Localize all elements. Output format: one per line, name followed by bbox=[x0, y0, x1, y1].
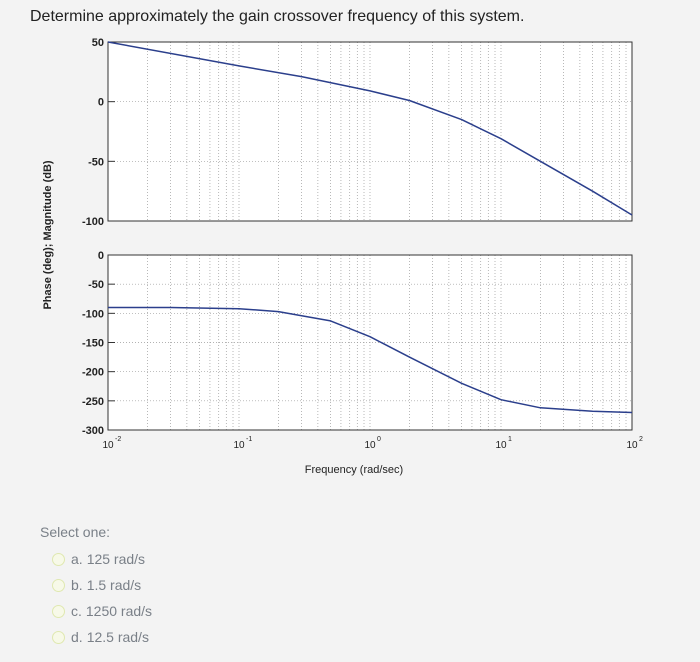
y-tick-label: -150 bbox=[82, 338, 104, 350]
y-tick-label: 50 bbox=[92, 37, 104, 49]
phase-panel: 0 -50 -100 -150 -200 -250 -300 bbox=[82, 250, 633, 437]
option-b-text: 1.5 rad/s bbox=[86, 577, 142, 593]
y-tick-label: -200 bbox=[82, 367, 104, 379]
option-c[interactable]: c. 1250 rad/s bbox=[40, 598, 152, 624]
option-c-letter: c. bbox=[71, 603, 82, 619]
x-tick-exponent: 0 bbox=[377, 436, 381, 443]
option-d-radio[interactable] bbox=[52, 630, 65, 644]
x-tick-exponent: -2 bbox=[115, 436, 121, 443]
select-one-label: Select one: bbox=[40, 524, 111, 540]
x-tick-label: 10 bbox=[626, 440, 638, 451]
y-tick-label: 0 bbox=[98, 97, 104, 109]
option-d-letter: d. bbox=[71, 629, 83, 645]
y-tick-label: -50 bbox=[88, 279, 104, 291]
phase-curve bbox=[108, 306, 633, 414]
option-d-text: 12.5 rad/s bbox=[86, 629, 149, 645]
x-tick-label: 10 bbox=[495, 440, 507, 451]
option-a-letter: a. bbox=[71, 551, 83, 567]
magnitude-frame bbox=[107, 41, 633, 222]
phase-frame bbox=[107, 254, 633, 431]
y-tick-label: -300 bbox=[82, 425, 104, 437]
magnitude-plot-area bbox=[108, 42, 632, 221]
question-text: Determine approximately the gain crossov… bbox=[30, 8, 525, 25]
y-axis-label: Phase (deg); Magnitude (dB) bbox=[42, 160, 54, 309]
option-a-text: 125 rad/s bbox=[86, 551, 146, 567]
x-tick-exponent: 2 bbox=[639, 436, 643, 443]
x-tick-label: 10 bbox=[102, 440, 114, 451]
magnitude-curve bbox=[107, 41, 633, 216]
option-b[interactable]: b. 1.5 rad/s bbox=[40, 572, 152, 598]
x-tick-label: 10 bbox=[364, 440, 376, 451]
option-a-radio[interactable] bbox=[52, 552, 65, 566]
magnitude-panel: 50 0 -50 -100 bbox=[82, 37, 633, 228]
option-a[interactable]: a. 125 rad/s bbox=[40, 546, 152, 572]
y-tick-label: 0 bbox=[98, 250, 104, 262]
x-axis-label: Frequency (rad/sec) bbox=[305, 464, 403, 476]
option-b-radio[interactable] bbox=[52, 578, 65, 592]
x-tick-exponent: 1 bbox=[508, 436, 512, 443]
option-c-text: 1250 rad/s bbox=[85, 603, 153, 619]
option-b-letter: b. bbox=[71, 577, 83, 593]
bode-plot: Phase (deg); Magnitude (dB) Frequency (r… bbox=[42, 37, 643, 476]
y-tick-label: -100 bbox=[82, 216, 104, 228]
answer-options: Select one: a. 125 rad/s b. 1.5 rad/s c.… bbox=[40, 524, 152, 650]
option-c-radio[interactable] bbox=[52, 604, 65, 618]
x-tick-label: 10 bbox=[233, 440, 245, 451]
y-tick-label: -100 bbox=[82, 308, 104, 320]
option-d[interactable]: d. 12.5 rad/s bbox=[40, 624, 152, 650]
x-tick-exponent: -1 bbox=[246, 436, 252, 443]
y-tick-label: -50 bbox=[88, 156, 104, 168]
y-tick-label: -250 bbox=[82, 396, 104, 408]
